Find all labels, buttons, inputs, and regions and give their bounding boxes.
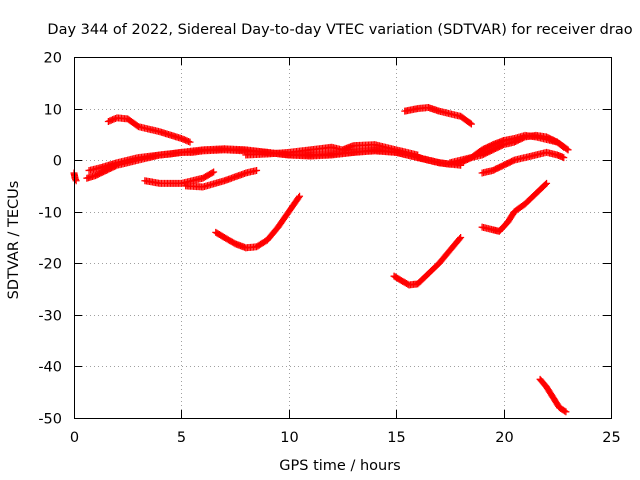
chart-title: Day 344 of 2022, Sidereal Day-to-day VTE… [47, 22, 632, 38]
x-axis-label: GPS time / hours [279, 458, 400, 474]
data-point [210, 168, 218, 176]
y-tick-label: -10 [38, 206, 62, 222]
data-point [186, 138, 194, 146]
series-arc-15 [536, 375, 570, 416]
y-tick-label: 10 [44, 103, 62, 119]
data-point [560, 154, 568, 162]
x-tick-label: 5 [177, 430, 186, 446]
data-point [467, 120, 475, 128]
data-point [208, 169, 216, 177]
data-point [560, 143, 568, 151]
y-tick-label: -50 [38, 412, 62, 428]
data-point [541, 180, 549, 188]
data-point [296, 192, 304, 200]
grid [74, 57, 611, 418]
x-tick-label: 15 [387, 430, 405, 446]
y-axis-label: SDTVAR / TECUs [6, 181, 22, 300]
data-point [295, 194, 303, 202]
plot-frame [74, 57, 612, 419]
y-tick-label: -40 [38, 360, 62, 376]
x-tick-label: 0 [70, 430, 79, 446]
x-tick-label: 20 [495, 430, 513, 446]
data-point [564, 146, 572, 154]
data-point [72, 177, 80, 185]
data-point [253, 166, 261, 174]
series-arc-3 [85, 145, 443, 174]
axis-ticks: -50 -40 -30 -20 -10 0 10 20 0 5 10 15 20 25 [38, 51, 620, 447]
series-arc-12 [446, 131, 568, 167]
series-arc-10 [401, 104, 475, 128]
y-tick-label: 20 [44, 51, 62, 67]
data-point [561, 407, 569, 415]
series-arc-4 [104, 114, 194, 146]
data-point [559, 142, 567, 150]
series-arc-13 [478, 148, 568, 177]
y-tick-label: -20 [38, 257, 62, 273]
data-point [543, 179, 551, 187]
x-tick-label: 10 [280, 430, 298, 446]
data-points [70, 104, 572, 416]
series-arc-8 [242, 141, 422, 159]
data-point [457, 234, 465, 241]
series-arc-9 [390, 234, 465, 289]
data-point [456, 235, 464, 243]
series-arc-6 [182, 166, 261, 191]
series-arc-14 [478, 179, 551, 235]
x-tick-label: 25 [602, 430, 620, 446]
series-arc-5 [141, 168, 218, 187]
data-point [466, 119, 474, 127]
data-point [562, 408, 570, 416]
y-tick-label: 0 [53, 154, 62, 170]
series-arc-7 [212, 192, 304, 252]
y-tick-label: -30 [38, 309, 62, 325]
